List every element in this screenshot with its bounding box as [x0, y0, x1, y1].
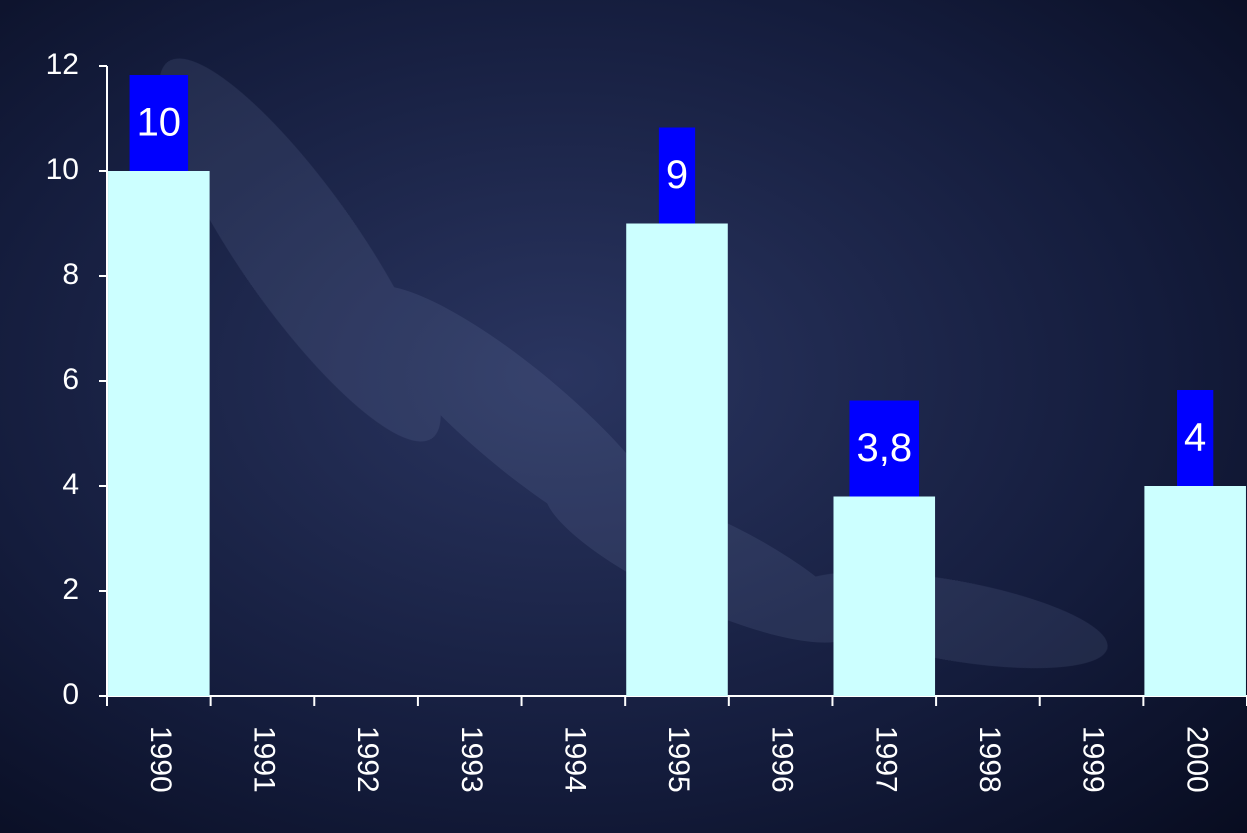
x-tick-label: 1994 [558, 726, 591, 793]
x-tick-label: 1999 [1077, 726, 1110, 793]
value-label-box [129, 75, 189, 171]
y-tick-label: 4 [62, 468, 79, 501]
x-tick-label: 2000 [1180, 726, 1213, 793]
y-tick-label: 8 [62, 258, 79, 291]
y-tick-label: 0 [62, 678, 79, 711]
bar [1144, 486, 1246, 696]
x-tick-label: 1996 [766, 726, 799, 793]
x-tick-label: 1997 [869, 726, 902, 793]
y-tick-label: 10 [46, 153, 79, 186]
y-tick-label: 6 [62, 363, 79, 396]
y-tick-label: 2 [62, 573, 79, 606]
bar [833, 496, 936, 696]
x-tick-label: 1990 [144, 726, 177, 793]
x-tick-label: 1995 [662, 726, 695, 793]
x-tick-label: 1993 [455, 726, 488, 793]
value-label: 10 [137, 101, 182, 145]
x-tick-label: 1992 [351, 726, 384, 793]
x-tick-label: 1991 [248, 726, 281, 793]
value-label-box [849, 400, 920, 497]
value-label-box [1177, 390, 1214, 486]
bar [108, 171, 210, 696]
y-tick-label: 12 [46, 48, 79, 81]
bar [626, 223, 728, 696]
value-label: 4 [1184, 416, 1206, 460]
value-label: 9 [666, 153, 688, 197]
x-tick-label: 1998 [973, 726, 1006, 793]
value-label: 3,8 [856, 426, 912, 470]
value-label-box [658, 127, 696, 224]
